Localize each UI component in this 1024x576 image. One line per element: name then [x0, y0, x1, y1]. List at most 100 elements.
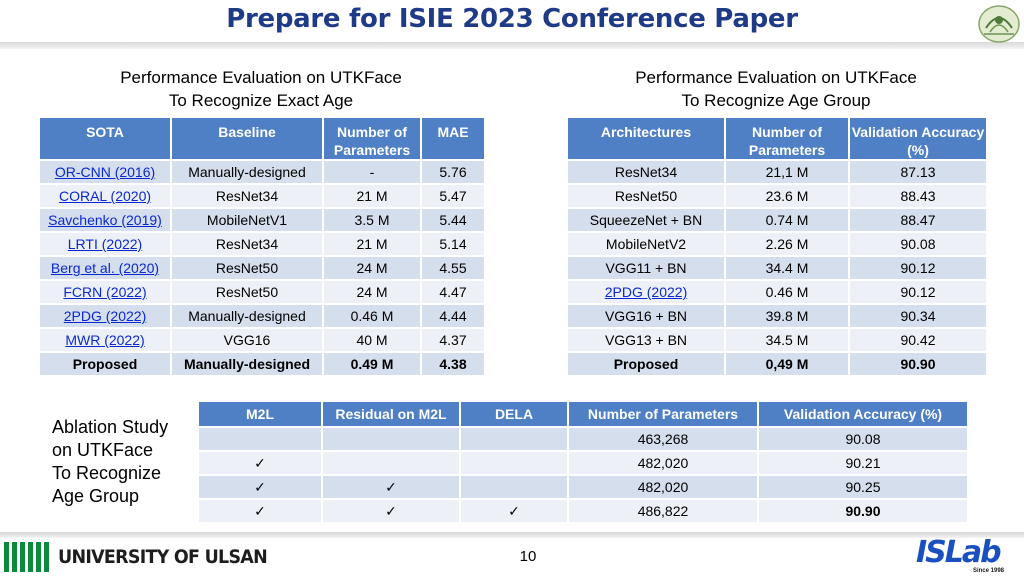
- table-row: ResNet34 21,1 M 87.13: [566, 159, 988, 185]
- table-row: Savchenko (2019) MobileNetV1 3.5 M 5.44: [38, 207, 486, 233]
- header-architectures: Architectures: [566, 116, 726, 161]
- baseline-cell: ResNet34: [170, 183, 324, 209]
- accuracy-cell: 87.13: [848, 159, 988, 185]
- dela-check-icon: [459, 450, 569, 476]
- accuracy-cell: 90.90: [848, 351, 988, 377]
- table-row: 2PDG (2022) 0.46 M 90.12: [566, 279, 988, 305]
- sota-link[interactable]: MWR (2022): [38, 327, 172, 353]
- proposed-row: Proposed Manually-designed 0.49 M 4.38: [38, 351, 486, 377]
- mae-cell: 5.14: [420, 231, 486, 257]
- baseline-cell: ResNet50: [170, 279, 324, 305]
- university-emblem-icon: [978, 5, 1020, 43]
- header-validation-accuracy: Validation Accuracy (%): [848, 116, 988, 161]
- arch-link[interactable]: 2PDG (2022): [566, 279, 726, 305]
- params-cell: 34.5 M: [724, 327, 850, 353]
- table-row: ✓ ✓ 482,020 90.25: [197, 474, 969, 500]
- params-cell: 24 M: [322, 279, 422, 305]
- sota-link[interactable]: CORAL (2020): [38, 183, 172, 209]
- params-cell: 0.46 M: [322, 303, 422, 329]
- ablation-label-line: on UTKFace: [52, 440, 154, 460]
- table-row: MWR (2022) VGG16 40 M 4.37: [38, 327, 486, 353]
- params-cell: 23.6 M: [724, 183, 850, 209]
- right-subtitle-line1: Performance Evaluation on UTKFace: [635, 68, 917, 87]
- footer-divider: [0, 532, 1024, 538]
- header-validation-accuracy: Validation Accuracy (%): [757, 400, 969, 428]
- baseline-cell: Manually-designed: [170, 351, 324, 377]
- accuracy-cell: 90.42: [848, 327, 988, 353]
- ablation-label-line: Ablation Study: [52, 417, 169, 437]
- baseline-cell: VGG16: [170, 327, 324, 353]
- m2l-check-icon: ✓: [197, 498, 323, 524]
- table-row: VGG11 + BN 34.4 M 90.12: [566, 255, 988, 281]
- arch-cell: VGG11 + BN: [566, 255, 726, 281]
- accuracy-cell: 90.21: [757, 450, 969, 476]
- m2l-check-icon: [197, 426, 323, 452]
- header-mae: MAE: [420, 116, 486, 161]
- sota-link[interactable]: FCRN (2022): [38, 279, 172, 305]
- title-divider: [0, 42, 1024, 49]
- m2l-check-icon: ✓: [197, 474, 323, 500]
- params-cell: 0.74 M: [724, 207, 850, 233]
- left-subtitle-line2: To Recognize Exact Age: [168, 91, 354, 110]
- header-m2l: M2L: [197, 400, 323, 428]
- header-number-of-parameters: Number of Parameters: [724, 116, 850, 161]
- accuracy-cell: 90.90: [757, 498, 969, 524]
- arch-cell: Proposed: [566, 351, 726, 377]
- params-cell: 21,1 M: [724, 159, 850, 185]
- residual-check-icon: ✓: [321, 498, 461, 524]
- params-cell: 21 M: [322, 183, 422, 209]
- sota-link[interactable]: LRTI (2022): [38, 231, 172, 257]
- m2l-check-icon: ✓: [197, 450, 323, 476]
- ablation-label-line: To Recognize: [52, 463, 162, 483]
- params-cell: 0.46 M: [724, 279, 850, 305]
- mae-cell: 5.47: [420, 183, 486, 209]
- params-cell: 486,822: [567, 498, 759, 524]
- proposed-row: Proposed 0,49 M 90.90: [566, 351, 988, 377]
- table-row: OR-CNN (2016) Manually-designed - 5.76: [38, 159, 486, 185]
- sota-mae-table: SOTA Baseline Number of Parameters MAE O…: [38, 116, 486, 377]
- params-cell: 0,49 M: [724, 351, 850, 377]
- sota-link[interactable]: Savchenko (2019): [38, 207, 172, 233]
- islab-since-text: Since 1998: [972, 568, 1004, 574]
- baseline-cell: MobileNetV1: [170, 207, 324, 233]
- page-number: 10: [519, 548, 537, 565]
- header-residual-on-m2l: Residual on M2L: [321, 400, 461, 428]
- table-row: ResNet50 23.6 M 88.43: [566, 183, 988, 209]
- university-logo: UNIVERSITY OF ULSAN: [4, 540, 285, 574]
- sota-cell: Proposed: [38, 351, 172, 377]
- table-row: SqueezeNet + BN 0.74 M 88.47: [566, 207, 988, 233]
- header-number-of-parameters: Number of Parameters: [567, 400, 759, 428]
- params-cell: 39.8 M: [724, 303, 850, 329]
- arch-cell: VGG13 + BN: [566, 327, 726, 353]
- arch-cell: SqueezeNet + BN: [566, 207, 726, 233]
- mae-cell: 4.37: [420, 327, 486, 353]
- islab-logo: ISLab Since 1998: [916, 535, 1010, 575]
- sota-link[interactable]: Berg et al. (2020): [38, 255, 172, 281]
- right-subtitle-line2: To Recognize Age Group: [681, 91, 871, 110]
- baseline-cell: Manually-designed: [170, 303, 324, 329]
- sota-link[interactable]: 2PDG (2022): [38, 303, 172, 329]
- table-row: CORAL (2020) ResNet34 21 M 5.47: [38, 183, 486, 209]
- accuracy-cell: 88.43: [848, 183, 988, 209]
- ablation-label: Ablation Study on UTKFace To Recognize A…: [52, 416, 168, 508]
- arch-cell: VGG16 + BN: [566, 303, 726, 329]
- table-row: VGG16 + BN 39.8 M 90.34: [566, 303, 988, 329]
- baseline-cell: ResNet50: [170, 255, 324, 281]
- params-cell: 463,268: [567, 426, 759, 452]
- dela-check-icon: [459, 426, 569, 452]
- params-cell: 482,020: [567, 474, 759, 500]
- table-row: MobileNetV2 2.26 M 90.08: [566, 231, 988, 257]
- table-row: FCRN (2022) ResNet50 24 M 4.47: [38, 279, 486, 305]
- left-subtitle: Performance Evaluation on UTKFace To Rec…: [40, 66, 482, 112]
- accuracy-cell: 90.08: [757, 426, 969, 452]
- sota-link[interactable]: OR-CNN (2016): [38, 159, 172, 185]
- residual-check-icon: ✓: [321, 474, 461, 500]
- mae-cell: 5.76: [420, 159, 486, 185]
- islab-logo-text: ISLab: [916, 535, 1002, 570]
- age-group-accuracy-table: Architectures Number of Parameters Valid…: [566, 116, 988, 377]
- table-row: 2PDG (2022) Manually-designed 0.46 M 4.4…: [38, 303, 486, 329]
- university-name: UNIVERSITY OF ULSAN: [58, 546, 268, 568]
- baseline-cell: ResNet34: [170, 231, 324, 257]
- params-cell: -: [322, 159, 422, 185]
- arch-cell: ResNet50: [566, 183, 726, 209]
